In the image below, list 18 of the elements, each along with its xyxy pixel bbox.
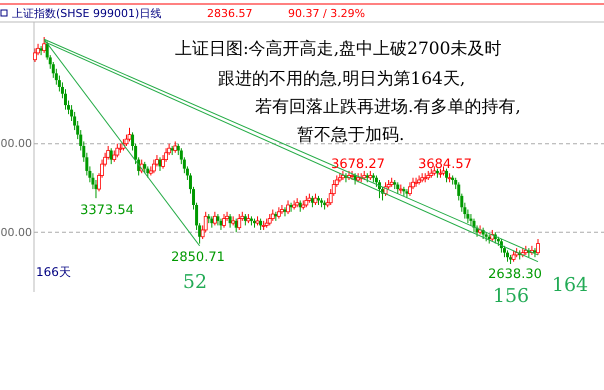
annotation: 若有回落止跌再进场.有多单的持有, — [255, 97, 521, 117]
text: 52 — [182, 271, 208, 293]
text: 00.00 — [0, 137, 32, 150]
text: 156 — [492, 285, 530, 307]
annotation: 暂不急于加码. — [297, 125, 404, 145]
text: 164 — [552, 274, 588, 296]
text: 2638.30 — [488, 267, 542, 282]
text: 166天 — [36, 265, 71, 279]
annotation: 2850.71 — [171, 250, 225, 265]
chart-title: 上证指数(SHSE 999001)日线 — [12, 7, 162, 20]
text: 2836.57 — [207, 7, 252, 20]
annotation: 3684.57 — [418, 157, 472, 172]
annotation: 上证日图:今高开高走,盘中上破2700未及时 — [175, 39, 502, 59]
annotation: 跟进的不用的急,明日为第164天, — [218, 69, 466, 89]
text: 90.37 / 3.29% — [288, 7, 366, 20]
annotation: 3678.27 — [331, 157, 385, 172]
annotation: 3373.54 — [80, 203, 134, 218]
text: 00.00 — [0, 226, 32, 239]
